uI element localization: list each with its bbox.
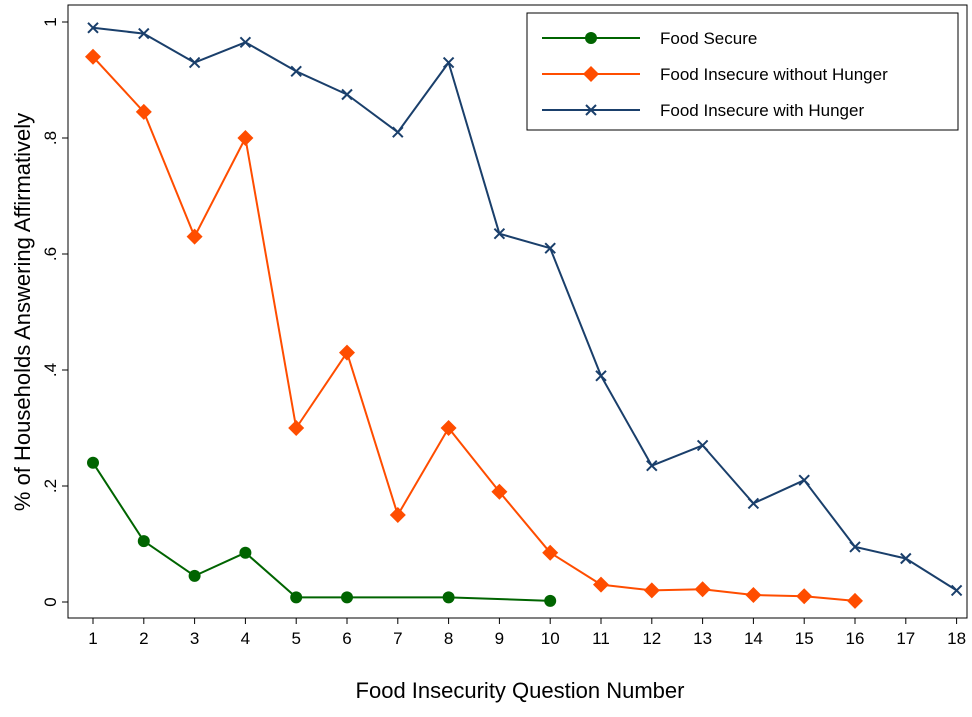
data-point [87,456,99,469]
data-point [542,544,559,561]
data-point [290,591,303,604]
y-axis-title: % of Households Answering Affirmatively [10,113,35,511]
y-tick-label: .2 [41,479,60,493]
data-point [85,48,101,65]
series-1 [87,456,557,607]
data-point [339,344,355,361]
series-line [92,26,958,592]
data-point [288,420,305,436]
x-tick-label: 5 [291,629,300,648]
series-2 [85,48,863,609]
data-point [341,88,353,101]
x-tick-label: 10 [541,629,560,648]
y-tick-label: .6 [41,247,60,261]
data-point [442,591,455,604]
legend-label: Food Secure [660,29,757,48]
data-point [595,370,607,382]
x-tick-label: 18 [947,629,966,648]
data-point [900,552,912,565]
data-point [643,582,660,599]
x-tick-label: 1 [88,629,97,648]
data-point [544,594,557,607]
data-point [950,584,963,597]
data-point [138,27,150,40]
legend-item: Food Secure [542,29,757,48]
x-tick-label: 14 [744,629,763,648]
data-point [135,103,152,120]
data-point [237,130,254,146]
data-point [646,459,658,472]
data-point [544,242,556,254]
data-point [745,587,762,604]
data-point [747,497,760,510]
series-3 [87,22,963,597]
x-tick-label: 11 [592,629,610,648]
data-point [137,535,150,548]
legend-label: Food Insecure without Hunger [660,65,888,84]
x-tick-label: 9 [495,629,504,648]
y-tick-label: 1 [41,17,60,26]
data-point [239,36,252,49]
y-tick-label: 0 [41,597,60,606]
data-point [186,228,203,245]
x-tick-label: 13 [693,629,712,648]
legend-label: Food Insecure with Hunger [660,101,864,120]
data-point [290,65,302,78]
data-point [239,546,252,559]
x-tick-label: 8 [444,629,453,648]
data-point [847,592,863,609]
y-tick-label: .4 [41,363,60,377]
x-tick-label: 17 [896,629,915,648]
data-point [696,439,709,452]
data-point [442,56,455,69]
x-axis-title: Food Insecurity Question Number [356,678,685,703]
legend: Food Secure Food Insecure without Hunger F… [526,12,959,131]
legend-item: Food Insecure with Hunger [542,101,864,120]
x-tick-label: 2 [139,629,148,648]
x-tick-label: 7 [393,629,402,648]
data-point [491,483,508,500]
data-point [798,474,810,486]
data-point [694,581,711,598]
x-tick-label: 3 [190,629,199,648]
series-line [92,462,551,602]
data-point [389,507,406,523]
y-tick-label: .8 [41,131,60,145]
y-axis: 0 .2 .4 .6 .8 1 [41,17,68,607]
legend-marker [583,66,599,82]
legend-item: Food Insecure without Hunger [542,65,888,84]
data-point [440,420,457,436]
series-layer [85,22,963,609]
x-tick-label: 15 [795,629,814,648]
data-point [341,591,353,604]
data-point [593,576,609,593]
data-point [796,588,813,605]
legend-marker [585,104,597,116]
series-line [92,56,856,602]
data-point [188,569,201,582]
x-tick-label: 6 [342,629,351,648]
x-tick-label: 12 [642,629,661,648]
data-point [87,22,99,34]
data-point [493,227,506,240]
x-tick-label: 4 [241,629,250,648]
x-tick-label: 16 [846,629,865,648]
data-point [849,541,861,553]
data-point [392,126,404,138]
data-point [188,56,201,69]
x-axis: 1 2 3 4 5 6 7 8 9 10 11 12 13 14 15 16 17 18 [88,618,966,648]
legend-marker [585,32,597,44]
